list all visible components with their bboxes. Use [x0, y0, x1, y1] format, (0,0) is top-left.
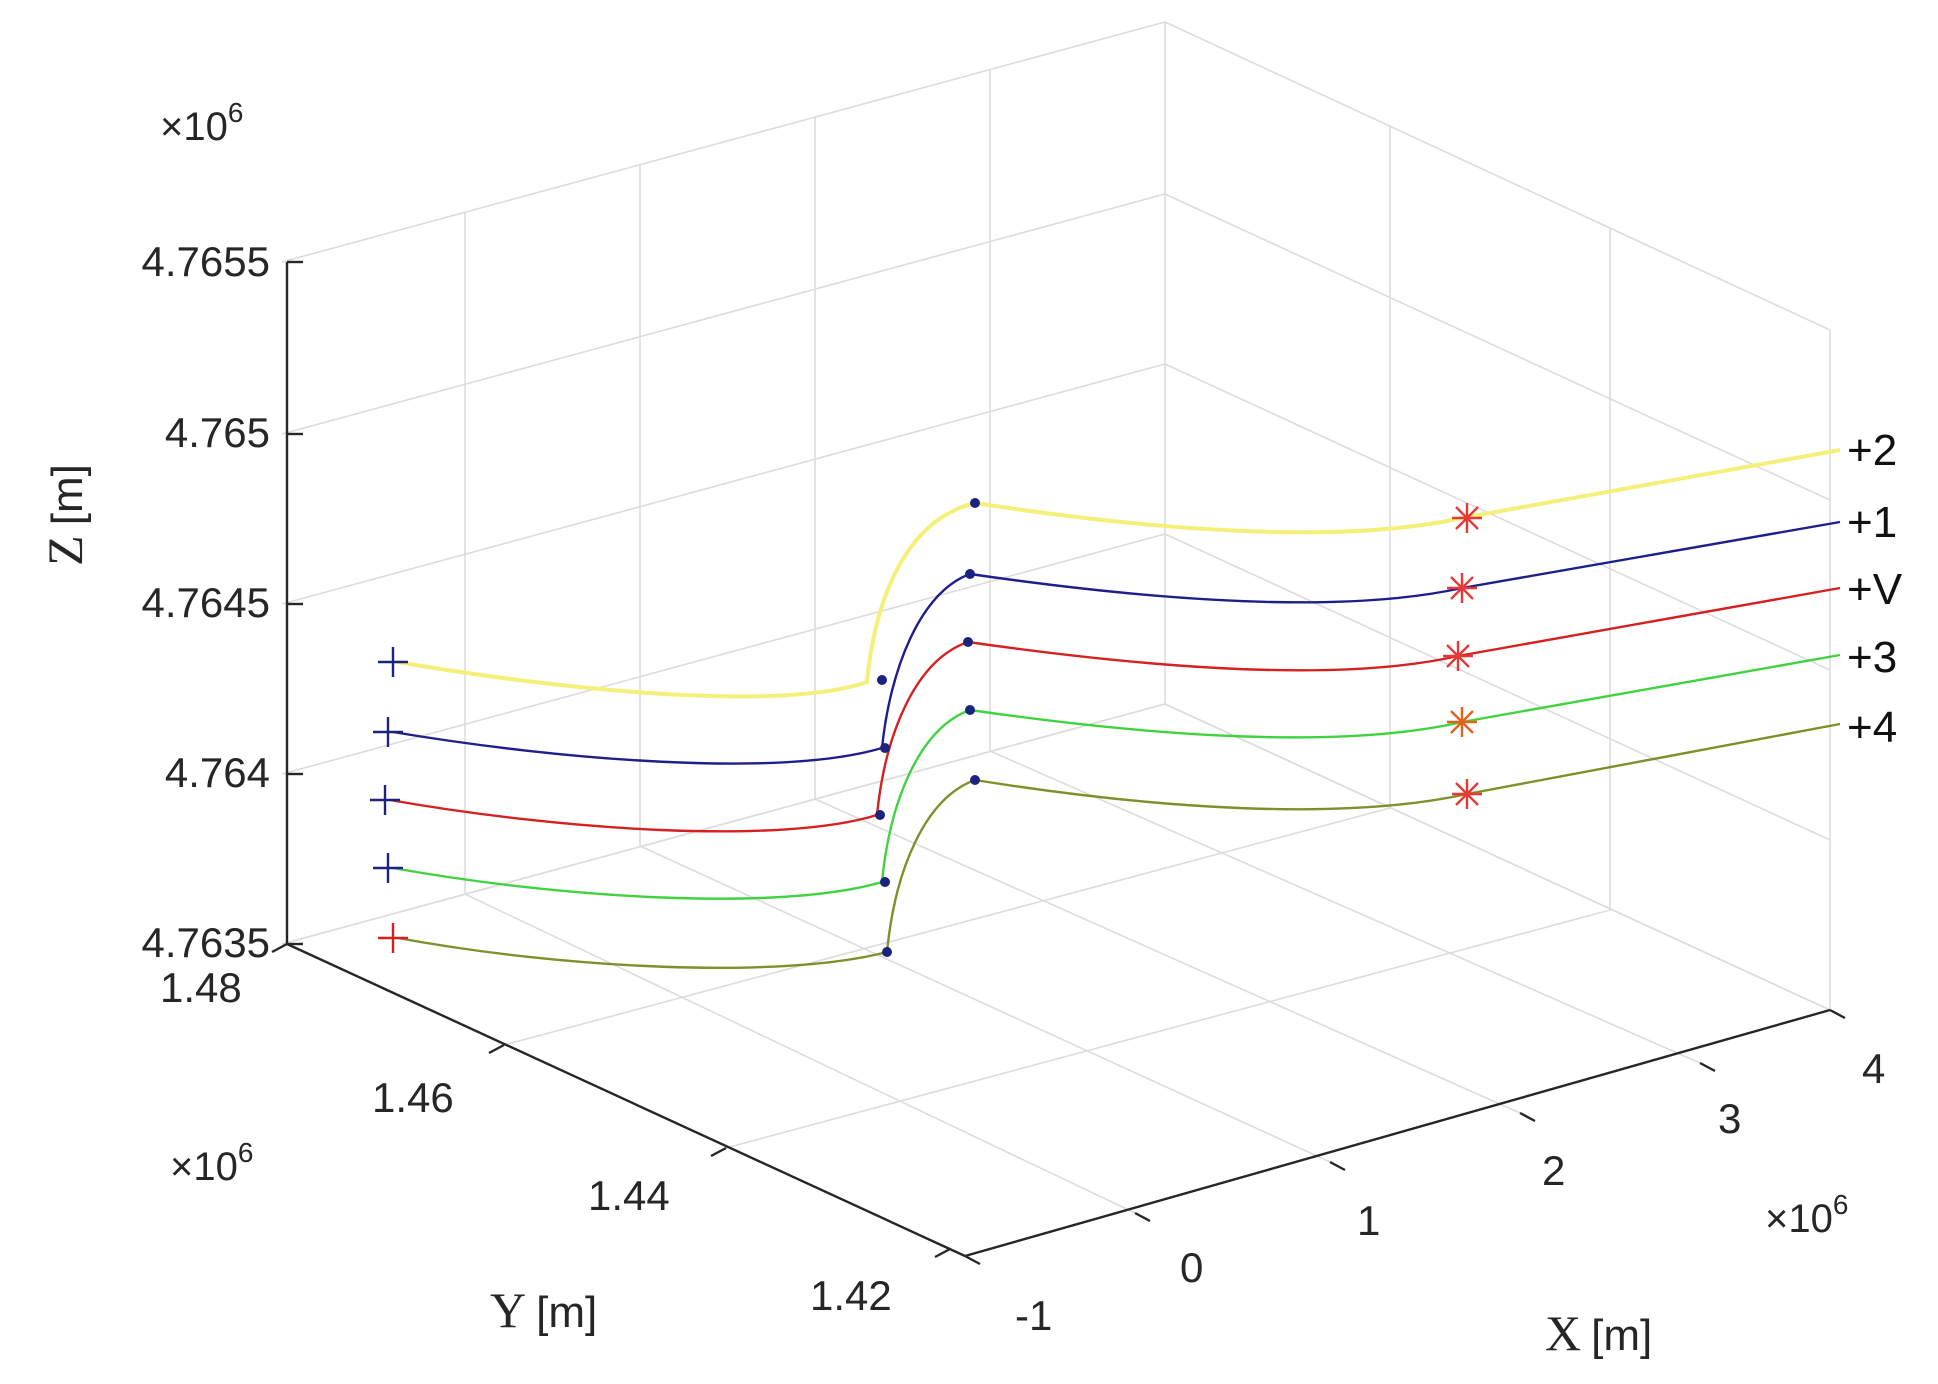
z-axis-label: Z[m] — [37, 464, 93, 566]
y-tick-label: 1.48 — [160, 964, 242, 1011]
end-marker — [1447, 573, 1477, 603]
series-2: +2 — [378, 426, 1897, 699]
turn-marker — [880, 743, 890, 753]
z-tick-label: 4.7655 — [142, 238, 270, 285]
series-line — [397, 448, 1841, 699]
end-marker — [1447, 707, 1477, 737]
x-tick-label: 1 — [1357, 1197, 1380, 1244]
z-tick-label: 4.7645 — [142, 579, 270, 626]
turn-marker — [882, 947, 892, 957]
x-axis-label: X [m] — [1545, 1305, 1652, 1361]
y-ticks: 1.48 1.46 1.44 1.42 ×106 — [160, 942, 951, 1319]
turn-marker — [877, 675, 887, 685]
series-v: +V — [370, 565, 1903, 833]
series-1: +1 — [373, 498, 1897, 765]
x-tick-label: 4 — [1862, 1045, 1885, 1092]
y-axis-label: Y [m] — [490, 1282, 597, 1338]
axes — [285, 262, 1831, 1258]
end-marker — [1443, 641, 1473, 671]
series-label: +1 — [1847, 498, 1897, 547]
x-tick-label: -1 — [1015, 1292, 1052, 1339]
series-4: +4 — [378, 703, 1897, 970]
turn-markers — [875, 675, 892, 957]
mid-marker — [965, 705, 975, 715]
series-label: +2 — [1847, 426, 1897, 475]
series-label: +3 — [1847, 633, 1897, 682]
z-ticks: 4.7655 4.765 4.7645 4.764 4.7635 ×106 — [142, 97, 303, 966]
axis-labels: Z[m] Y [m] X [m] — [37, 464, 1652, 1361]
end-marker — [1452, 779, 1482, 809]
x-axis-line — [964, 1008, 1831, 1258]
end-marker — [1452, 503, 1482, 533]
grid-floor — [281, 703, 1831, 1257]
mid-marker — [965, 569, 975, 579]
series-line — [392, 520, 1841, 765]
start-marker — [378, 923, 408, 953]
series-3: +3 — [373, 633, 1897, 900]
z-tick-label: 4.764 — [165, 749, 270, 796]
x-tick-label: 2 — [1542, 1147, 1565, 1194]
y-tick-label: 1.44 — [588, 1172, 670, 1219]
start-marker — [373, 717, 403, 747]
series-line — [389, 586, 1841, 833]
series-label: +V — [1847, 565, 1903, 614]
series-line — [392, 653, 1841, 900]
grid-back-wall — [281, 21, 1166, 945]
start-marker — [370, 785, 400, 815]
series-label: +4 — [1847, 703, 1897, 752]
z-tick-label: 4.765 — [165, 409, 270, 456]
y-axis-line — [286, 942, 966, 1258]
turn-marker — [880, 877, 890, 887]
start-marker — [378, 647, 408, 677]
mid-marker — [963, 637, 973, 647]
x-tick-label: 0 — [1180, 1244, 1203, 1291]
x-multiplier: ×106 — [1765, 1189, 1848, 1241]
trajectories: +2 +1 +V +3 — [370, 426, 1903, 970]
z-tick-label: 4.7635 — [142, 919, 270, 966]
start-marker — [373, 853, 403, 883]
grid-right-wall — [1164, 21, 1831, 1011]
x-tick-label: 3 — [1718, 1095, 1741, 1142]
mid-marker — [970, 498, 980, 508]
z-multiplier: ×106 — [160, 97, 243, 149]
series-line — [397, 722, 1841, 970]
turn-marker — [875, 810, 885, 820]
y-multiplier: ×106 — [170, 1137, 253, 1189]
y-tick-label: 1.42 — [810, 1272, 892, 1319]
y-tick-label: 1.46 — [372, 1074, 454, 1121]
mid-marker — [970, 775, 980, 785]
x-ticks: -1 0 1 2 3 4 ×106 — [964, 1008, 1885, 1339]
